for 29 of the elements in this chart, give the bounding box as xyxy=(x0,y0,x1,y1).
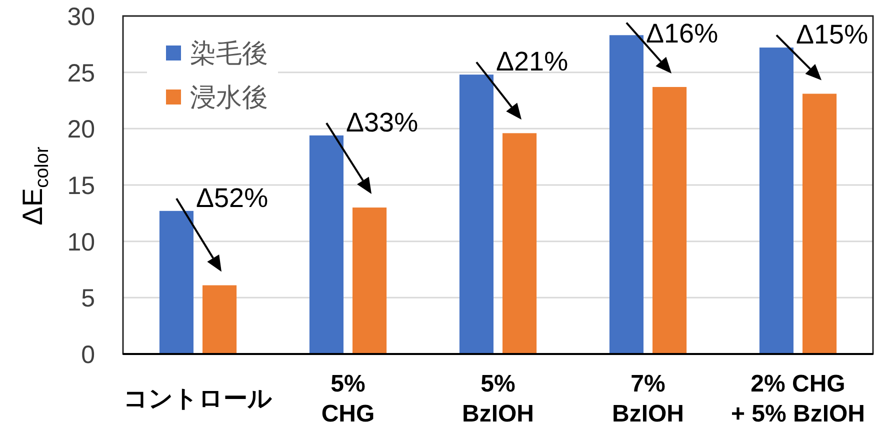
bar xyxy=(502,133,537,354)
x-tick-label: 2% CHG + 5% BzIOH xyxy=(730,370,866,428)
y-tick-label: 0 xyxy=(81,341,95,369)
bar xyxy=(802,94,837,354)
bar xyxy=(609,35,644,354)
annotation: Δ52% xyxy=(196,183,268,214)
bar xyxy=(352,208,387,354)
bar xyxy=(202,285,237,354)
annotation: Δ15% xyxy=(796,20,868,50)
bar xyxy=(159,210,194,354)
bar xyxy=(309,135,344,354)
annotation: Δ33% xyxy=(346,108,418,138)
annotation: Δ16% xyxy=(646,18,718,48)
x-tick-label: 7% BzIOH xyxy=(612,370,684,428)
bar xyxy=(652,86,687,354)
x-tick-label: 5% BzIOH xyxy=(462,370,534,428)
bar xyxy=(759,48,794,354)
y-tick-label: 30 xyxy=(67,3,95,31)
y-tick-label: 15 xyxy=(67,172,95,200)
y-tick-label: 10 xyxy=(67,228,95,256)
y-tick-label: 25 xyxy=(67,59,95,88)
annotation: Δ21% xyxy=(496,46,568,77)
bar xyxy=(459,74,494,354)
x-tick-label: 5% CHG xyxy=(321,370,375,428)
legend-label: 染毛後 xyxy=(190,38,268,68)
x-tick-label: コントロール xyxy=(124,386,272,412)
y-tick-label: 20 xyxy=(67,116,95,144)
legend-label: 浸水後 xyxy=(190,82,268,112)
y-tick-label: 5 xyxy=(81,284,95,313)
